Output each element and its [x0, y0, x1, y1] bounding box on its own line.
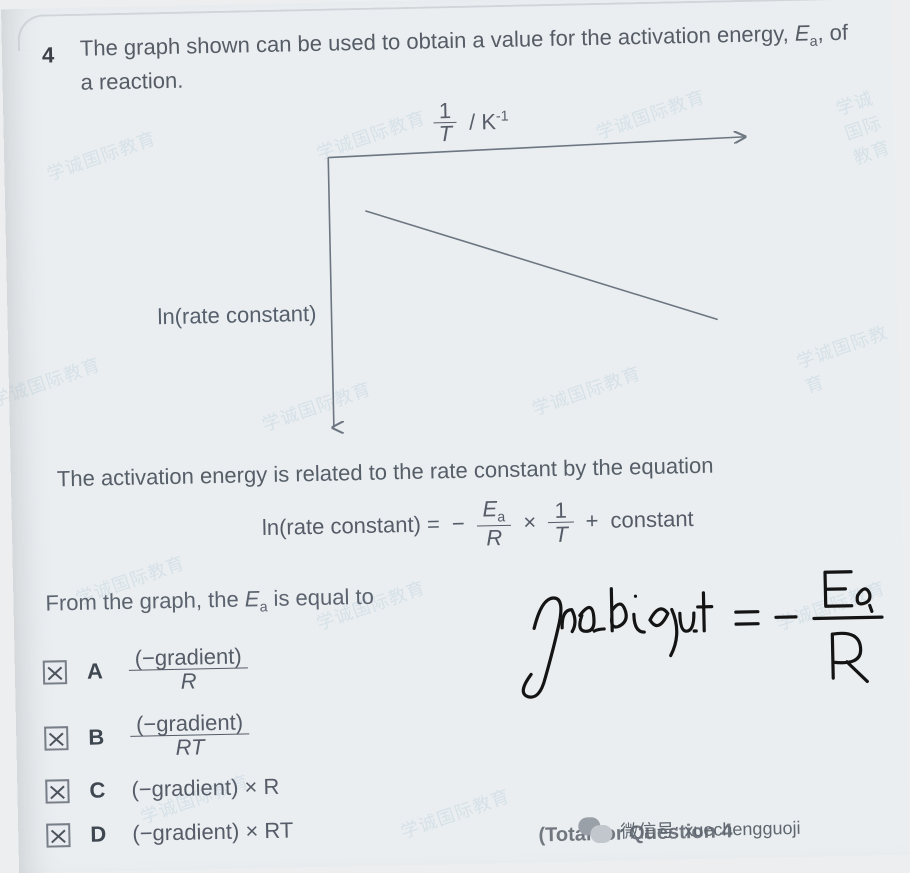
wechat-label: 微信号: xuechengguoji — [620, 814, 801, 844]
eq-frac-ea-r: Ea R — [476, 497, 512, 550]
ea-symbol: E — [795, 20, 810, 45]
eq-R: R — [477, 526, 512, 550]
arrhenius-graph — [303, 88, 770, 438]
eq-ea: E — [482, 496, 497, 521]
eq-plus: + — [585, 508, 598, 534]
option-d-row: D (−gradient) × RT — [46, 817, 294, 848]
eq-times: × — [523, 510, 536, 536]
wechat-icon — [578, 817, 613, 846]
option-b-label: B — [88, 724, 111, 750]
eq-1: 1 — [548, 498, 574, 523]
equation-intro: The activation energy is related to the … — [57, 449, 877, 492]
eq-minus: − — [452, 511, 465, 537]
from-post: is equal to — [267, 584, 374, 611]
option-a-row: A (−gradient) R — [42, 644, 248, 695]
eq-frac-1-T: 1 T — [548, 498, 574, 546]
option-d-text: (−gradient) × RT — [132, 817, 294, 846]
handwriting — [513, 550, 910, 718]
eq-T: T — [548, 522, 574, 546]
x-axis — [328, 137, 744, 158]
y-axis — [328, 158, 334, 428]
option-a-den: R — [129, 668, 248, 694]
data-line — [365, 203, 717, 326]
from-graph-text: From the graph, the Ea is equal to — [45, 584, 374, 620]
question-number: 4 — [42, 42, 55, 68]
arrhenius-equation: ln(rate constant) = − Ea R × 1 T + const… — [261, 490, 822, 554]
y-axis-label: ln(rate constant) — [157, 301, 316, 330]
option-a-label: A — [87, 658, 110, 684]
eq-ea-sub: a — [497, 509, 505, 525]
from-pre: From the graph, the — [45, 586, 245, 615]
page: 学诚国际教育 学诚国际教育 学诚国际教育 学诚国际教育 学诚国际教育 学诚国际教… — [1, 0, 909, 873]
watermark: 学诚国际教育 — [397, 782, 513, 844]
option-c-row: C (−gradient) × R — [45, 774, 279, 805]
from-ea: E — [245, 586, 260, 611]
watermark: 学诚国际教育 — [793, 317, 905, 399]
eq-const: constant — [610, 506, 694, 534]
option-c-text: (−gradient) × R — [131, 774, 279, 803]
option-b-checkbox[interactable] — [44, 726, 68, 750]
option-b-row: B (−gradient) RT — [44, 710, 250, 761]
option-b-den: RT — [130, 734, 249, 760]
question-text-line1-post: , of — [817, 20, 848, 46]
wechat-badge: 微信号: xuechengguoji — [578, 813, 801, 846]
eq-lhs: ln(rate constant) = — [262, 512, 440, 542]
watermark: 学诚国际教育 — [832, 80, 905, 170]
option-c-checkbox[interactable] — [45, 779, 69, 803]
option-d-checkbox[interactable] — [46, 823, 70, 847]
option-d-label: D — [90, 821, 113, 847]
option-b-num: (−gradient) — [130, 710, 249, 737]
watermark: 学诚国际教育 — [0, 351, 104, 413]
option-a-checkbox[interactable] — [43, 660, 67, 684]
watermark: 学诚国际教育 — [43, 124, 159, 186]
option-c-label: C — [89, 777, 112, 803]
question-text-line2: a reaction. — [80, 67, 183, 94]
option-a-num: (−gradient) — [128, 644, 247, 671]
